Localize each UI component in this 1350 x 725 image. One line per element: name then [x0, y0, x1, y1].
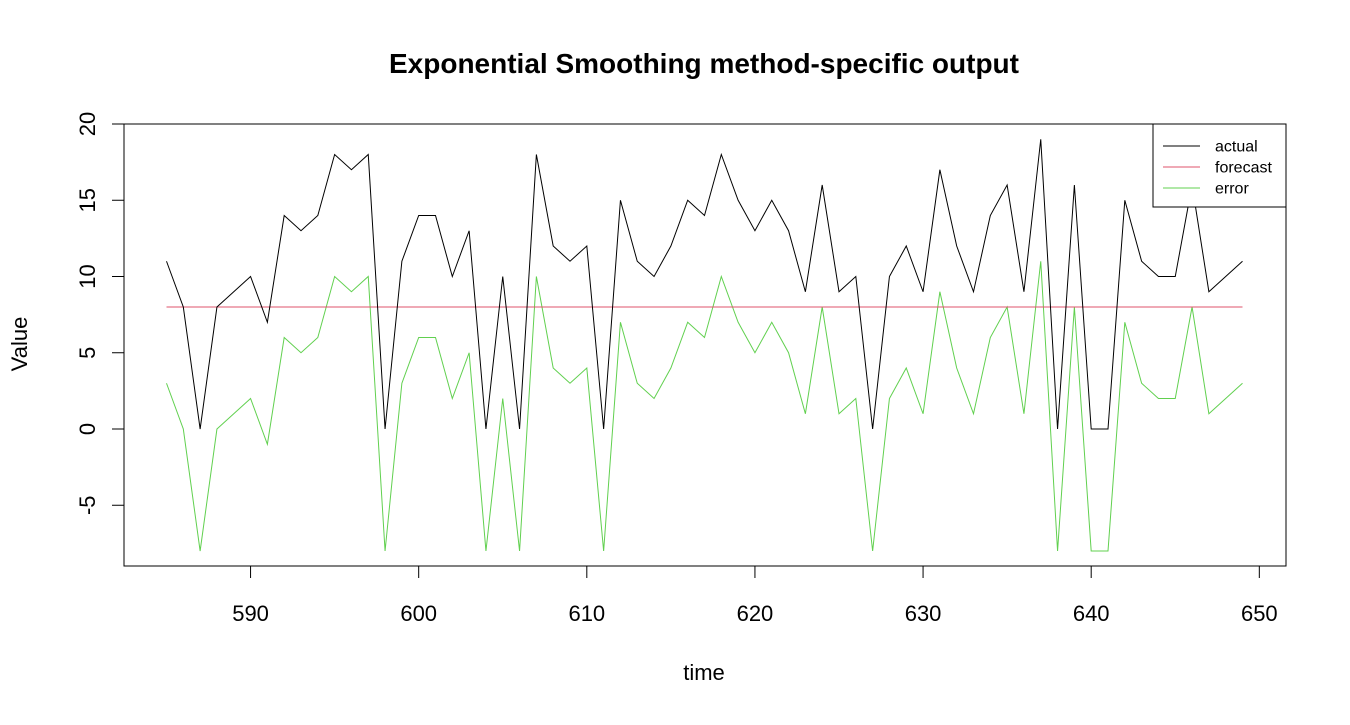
x-tick-label: 600	[400, 601, 437, 626]
x-axis-label: time	[683, 660, 725, 685]
x-tick-label: 650	[1241, 601, 1278, 626]
y-tick-label: -5	[75, 495, 100, 515]
y-axis: -5 0 5 10 15 20	[75, 112, 125, 515]
y-tick-label: 10	[75, 264, 100, 288]
x-tick-label: 610	[568, 601, 605, 626]
x-tick-label: 640	[1073, 601, 1110, 626]
x-tick-label: 630	[905, 601, 942, 626]
y-tick-label: 20	[75, 112, 100, 136]
legend-label-actual: actual	[1215, 139, 1258, 156]
chart-title: Exponential Smoothing method-specific ou…	[389, 48, 1019, 79]
legend: actual forecast error	[1152, 123, 1287, 208]
x-tick-label: 620	[737, 601, 774, 626]
y-tick-label: 15	[75, 188, 100, 212]
series-line-error	[166, 261, 1243, 552]
series-line-actual	[166, 139, 1243, 430]
y-tick-label: 0	[75, 423, 100, 435]
legend-label-forecast: forecast	[1215, 160, 1272, 177]
x-tick-label: 590	[232, 601, 269, 626]
series-layer	[166, 139, 1243, 552]
y-tick-label: 5	[75, 347, 100, 359]
x-axis: 590 600 610 620 630 640 650	[232, 565, 1278, 626]
legend-label-error: error	[1215, 181, 1249, 198]
legend-box	[1152, 123, 1287, 208]
y-axis-label: Value	[7, 317, 32, 372]
